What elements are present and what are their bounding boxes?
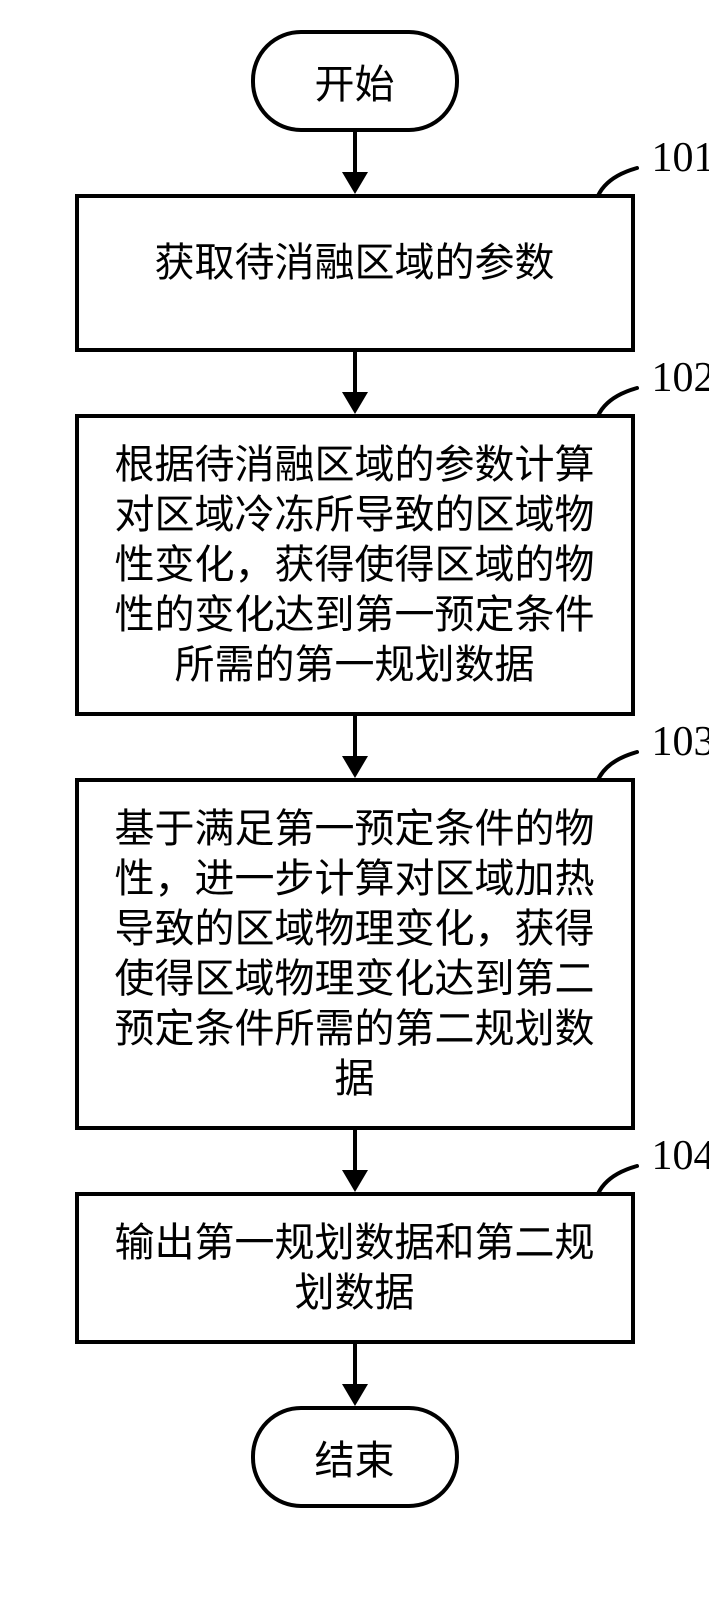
arrow-103-104 bbox=[342, 1130, 368, 1192]
process-103: 基于满足第一预定条件的物性，进一步计算对区域加热导致的区域物理变化，获得使得区域… bbox=[75, 778, 635, 1130]
process-103-text: 基于满足第一预定条件的物性，进一步计算对区域加热导致的区域物理变化，获得使得区域… bbox=[115, 806, 595, 1101]
process-101-text: 获取待消融区域的参数 bbox=[155, 240, 555, 285]
process-101: 获取待消融区域的参数 bbox=[75, 194, 635, 352]
end-terminal: 结束 bbox=[251, 1406, 459, 1508]
arrow-104-end bbox=[342, 1344, 368, 1406]
label-103: 103 bbox=[652, 718, 709, 766]
label-104: 104 bbox=[652, 1132, 709, 1180]
start-terminal: 开始 bbox=[251, 30, 459, 132]
end-label: 结束 bbox=[315, 1438, 395, 1483]
process-104: 输出第一规划数据和第二规划数据 bbox=[75, 1192, 635, 1344]
arrow-102-103 bbox=[342, 716, 368, 778]
arrow-start-101 bbox=[342, 132, 368, 194]
process-102: 根据待消融区域的参数计算对区域冷冻所导致的区域物性变化，获得使得区域的物性的变化… bbox=[75, 414, 635, 716]
flowchart-container: 开始 101 获取待消融区域的参数 102 根据待消融区域的参数计算对区域冷冻所… bbox=[0, 30, 709, 1508]
process-102-text: 根据待消融区域的参数计算对区域冷冻所导致的区域物性变化，获得使得区域的物性的变化… bbox=[115, 442, 595, 687]
arrow-101-102 bbox=[342, 352, 368, 414]
label-102: 102 bbox=[652, 354, 709, 402]
label-101: 101 bbox=[652, 134, 709, 182]
start-label: 开始 bbox=[315, 62, 395, 107]
process-104-text: 输出第一规划数据和第二规划数据 bbox=[115, 1220, 595, 1315]
